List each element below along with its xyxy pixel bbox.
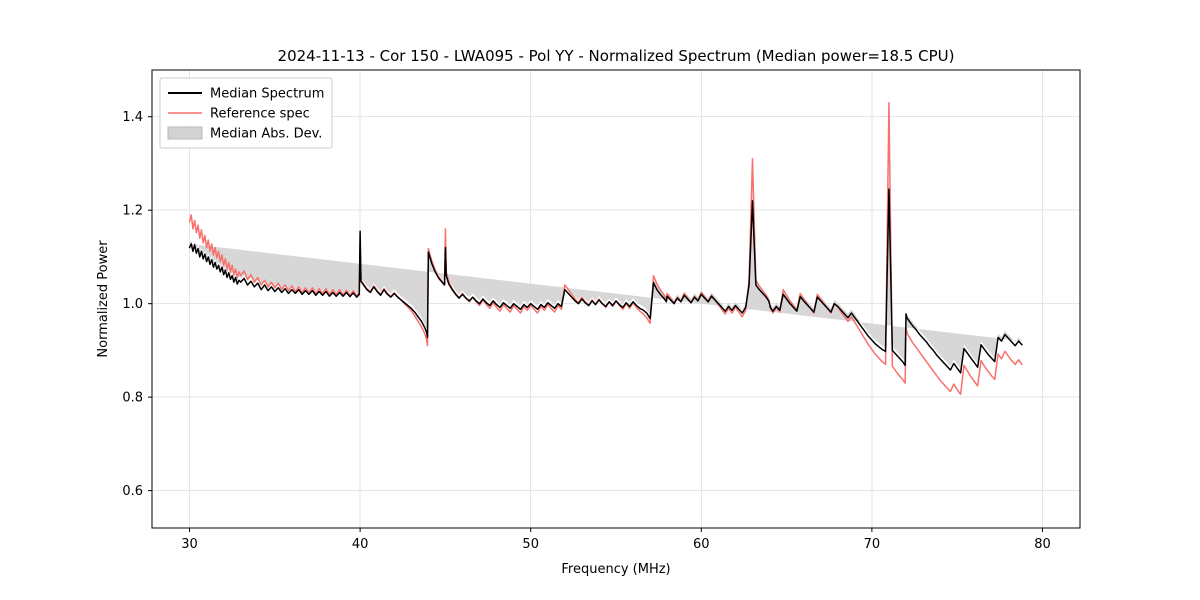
legend[interactable]: Median Spectrum Reference spec Median Abs.… <box>159 77 333 149</box>
legend-item-median-spectrum[interactable]: Median Spectrum <box>168 87 324 102</box>
x-tick-label: 80 <box>1034 537 1051 552</box>
series-layer <box>188 101 1023 396</box>
legend-item-reference-spec[interactable]: Reference spec <box>168 107 310 122</box>
x-tick-label: 40 <box>352 537 369 552</box>
axes-frame <box>151 69 1081 529</box>
x-tick-label: 70 <box>864 537 881 552</box>
legend-item-median-abs-dev[interactable]: Median Abs. Dev. <box>167 126 322 142</box>
y-tick-label: 1.2 <box>122 204 143 219</box>
y-tick-label: 0.8 <box>122 391 143 406</box>
x-tick-label: 60 <box>693 537 710 552</box>
y-tick-label: 1.0 <box>122 297 143 312</box>
series-median-spectrum <box>188 188 1023 374</box>
page-title: 2024-11-13 - Cor 150 - LWA095 - Pol YY -… <box>278 47 955 65</box>
y-axis-label: Normalized Power <box>96 240 111 358</box>
mad-band-layer <box>189 177 1022 370</box>
legend-item-label: Median Abs. Dev. <box>210 127 322 142</box>
x-axis-label: Frequency (MHz) <box>561 562 670 577</box>
x-tick-label: 30 <box>181 537 198 552</box>
x-axis-ticks: 30 40 50 60 70 80 <box>181 528 1051 552</box>
y-axis-ticks: 0.6 0.8 1.0 1.2 1.4 <box>122 110 152 499</box>
legend-box <box>159 77 333 149</box>
x-tick-label: 50 <box>522 537 539 552</box>
mad-band <box>189 177 1022 370</box>
legend-item-label: Median Spectrum <box>210 87 324 102</box>
y-tick-label: 0.6 <box>122 484 143 499</box>
y-tick-label: 1.4 <box>122 110 143 125</box>
legend-item-label: Reference spec <box>210 107 310 122</box>
legend-patch-swatch <box>167 126 203 140</box>
